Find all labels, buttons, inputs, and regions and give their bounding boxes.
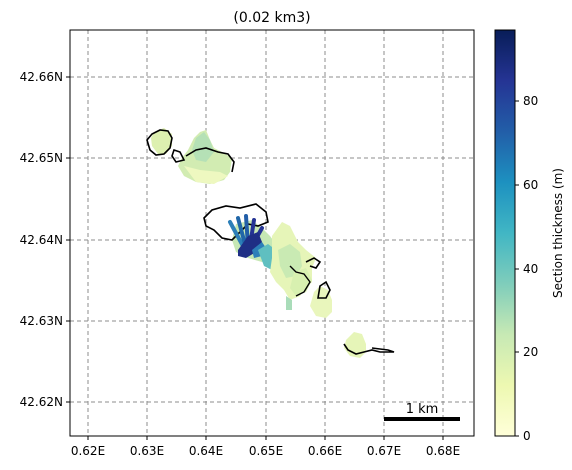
scale-bar: 1 km <box>384 402 460 421</box>
x-tick-label: 0.62E <box>71 444 105 458</box>
glacier-outline-6 <box>343 343 395 355</box>
x-tick-label: 0.66E <box>308 444 342 458</box>
glacier-outline-3 <box>203 203 269 241</box>
glacier-outline-4 <box>305 257 322 269</box>
x-tick-label: 0.67E <box>367 444 401 458</box>
x-tick-label: 0.65E <box>249 444 283 458</box>
glacier-outline-5 <box>317 280 331 299</box>
glacier-outline-4b <box>289 265 311 297</box>
y-tick-label: 42.62N <box>20 395 63 409</box>
scale-bar-line <box>384 417 460 421</box>
x-tick-label: 0.63E <box>130 444 164 458</box>
scale-bar-label: 1 km <box>406 402 439 417</box>
y-axis <box>66 76 70 403</box>
map-frame <box>69 29 475 437</box>
colorbar-tick-label: 80 <box>523 94 538 108</box>
glacier-fill-2b <box>192 132 214 162</box>
colorbar-tick-label: 60 <box>523 178 538 192</box>
y-tick-label: 42.65N <box>20 151 63 165</box>
glacier-fill-4b <box>278 244 302 278</box>
y-tick-label: 42.66N <box>20 70 63 84</box>
glacier-fill-4d <box>286 296 292 310</box>
x-tick-label: 0.64E <box>189 444 223 458</box>
colorbar-tick-label: 20 <box>523 345 538 359</box>
glacier-outline-1 <box>146 129 173 156</box>
colorbar-tick-label: 0 <box>523 429 531 443</box>
x-tick-label: 0.68E <box>426 444 460 458</box>
colorbar-gradient <box>494 29 516 437</box>
y-tick-label: 42.63N <box>20 314 63 328</box>
colorbar: 0 20 40 60 80 Section thickness (m) <box>494 29 565 443</box>
glacier-fill-1 <box>151 128 172 154</box>
glacier-fill-5 <box>310 286 332 318</box>
map-axes <box>70 30 474 436</box>
map-title: (0.02 km3) <box>233 10 310 26</box>
y-tick-label: 42.64N <box>20 233 63 247</box>
glacier-fill-2c <box>184 166 228 184</box>
glacier-outline-2b <box>185 147 235 173</box>
x-axis <box>87 436 444 440</box>
colorbar-tick-label: 40 <box>523 262 538 276</box>
colorbar-label: Section thickness (m) <box>551 168 565 298</box>
glacier-layer <box>146 128 395 358</box>
glacier-outline-2 <box>171 148 186 163</box>
x-tick-labels: 0.62E 0.63E 0.64E 0.65E 0.66E 0.67E 0.68… <box>71 444 460 458</box>
y-tick-labels: 42.66N 42.65N 42.64N 42.63N 42.62N <box>20 70 63 409</box>
